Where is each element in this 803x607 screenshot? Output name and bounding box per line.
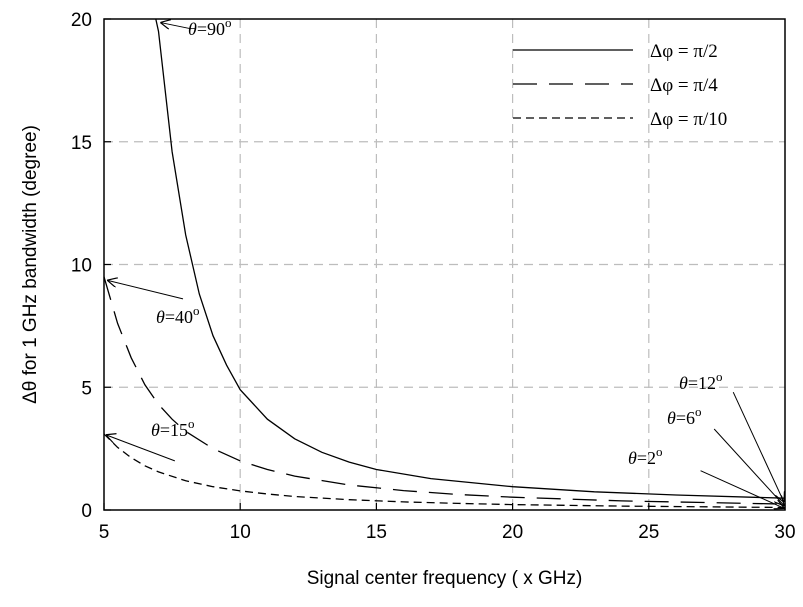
- annotation-arrow-5: [713, 428, 783, 505]
- x-tick-label: 25: [638, 522, 659, 543]
- y-tick-label: 20: [71, 10, 92, 31]
- annotation-label-2: θ=40o: [156, 303, 200, 327]
- y-tick-label: 10: [71, 256, 92, 277]
- series-line-3: [103, 433, 786, 509]
- legend: Δφ = π/2 Δφ = π/4 Δφ = π/10: [513, 41, 727, 130]
- annotation-arrow-6: [700, 470, 784, 508]
- x-axis-label: Signal center frequency ( x GHz): [307, 568, 583, 589]
- data-series: [103, 18, 786, 509]
- annotation-arrow-1: [161, 23, 192, 29]
- theta-symbol: θ: [679, 373, 688, 393]
- annotation-arrow-2: [108, 280, 184, 300]
- degree-superscript: o: [656, 444, 663, 459]
- theta-symbol: θ: [151, 420, 160, 440]
- annotation-label-3: θ=15o: [151, 416, 195, 440]
- theta-symbol: θ: [667, 408, 676, 428]
- annotation-value: =90: [197, 19, 225, 39]
- annotation-label-6: θ=2o: [628, 444, 663, 468]
- degree-superscript: o: [193, 303, 200, 318]
- series-line-1: [155, 18, 786, 499]
- annotation-value: =12: [688, 373, 716, 393]
- annotation-value: =6: [676, 408, 695, 428]
- x-tick-label: 15: [366, 522, 387, 543]
- y-tick-label: 5: [81, 378, 92, 399]
- grid-lines: [104, 19, 785, 510]
- series-line-2: [103, 276, 786, 505]
- degree-superscript: o: [225, 15, 232, 30]
- y-tick-label: 15: [71, 133, 92, 154]
- annotation-label-5: θ=6o: [667, 404, 702, 428]
- annotation-value: =15: [160, 420, 188, 440]
- annotation-arrow-3: [107, 435, 176, 462]
- annotation-value: =2: [637, 448, 656, 468]
- annotation-label-4: θ=12o: [679, 369, 723, 393]
- legend-entry-1: Δφ = π/2: [650, 41, 718, 62]
- degree-superscript: o: [716, 369, 723, 384]
- degree-superscript: o: [695, 404, 702, 419]
- x-tick-label: 30: [774, 522, 795, 543]
- annotation-label-1: θ=90o: [188, 15, 232, 39]
- degree-superscript: o: [188, 416, 195, 431]
- legend-entry-2: Δφ = π/4: [650, 75, 718, 96]
- y-axis-label: Δθ for 1 GHz bandwidth (degree): [20, 125, 41, 404]
- theta-symbol: θ: [156, 307, 165, 327]
- x-tick-label: 10: [230, 522, 251, 543]
- x-tick-label: 20: [502, 522, 523, 543]
- legend-entry-3: Δφ = π/10: [650, 109, 727, 130]
- x-tick-label: 5: [99, 522, 110, 543]
- theta-symbol: θ: [188, 19, 197, 39]
- annotation-arrow-4: [732, 391, 783, 501]
- annotation-value: =40: [165, 307, 193, 327]
- theta-symbol: θ: [628, 448, 637, 468]
- y-tick-label: 0: [81, 501, 92, 522]
